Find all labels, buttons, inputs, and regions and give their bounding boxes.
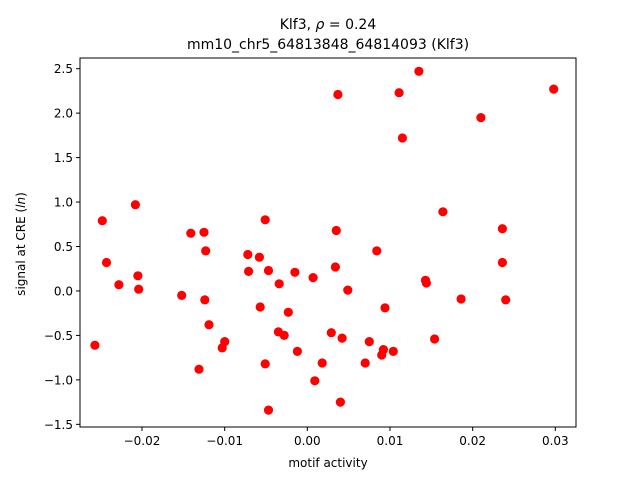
data-point [177,290,187,300]
data-point [501,295,511,305]
y-axis-ticks: −1.5 −1.0 −0.5 0.0 0.5 1.0 1.5 2.0 2.5 [44,62,80,432]
data-point [476,113,486,123]
data-point [497,257,507,268]
chart-title-line-1: Klf3, ρ = 0.24 [280,17,377,33]
data-point [279,330,289,340]
data-point [114,280,124,290]
data-point [456,294,466,304]
data-point [220,337,230,347]
data-point [430,334,440,344]
data-point [438,207,448,217]
data-point [90,340,100,350]
data-point [283,307,293,317]
y-tick-label: 0.0 [54,284,73,298]
data-point [244,266,254,276]
data-point [380,303,390,313]
data-point [134,284,144,294]
y-tick-label: −0.5 [44,329,73,343]
data-point [372,246,382,256]
y-tick-label: 0.5 [54,240,73,254]
data-point [292,346,302,356]
x-tick-label: 0.01 [377,434,404,448]
x-tick-label: 0.00 [294,434,321,448]
data-point [331,225,341,236]
data-point [497,224,507,234]
data-point [243,249,253,260]
title-rho: ρ [316,17,325,33]
data-point [263,405,274,415]
data-point [260,359,270,369]
x-tick-label: −0.02 [124,434,161,448]
y-axis-label-close: ) [14,192,28,197]
data-point [254,252,264,262]
data-point [263,265,274,276]
data-point [360,358,370,368]
data-point [200,295,210,305]
data-point [317,358,327,368]
data-point [201,246,211,256]
data-point [308,273,318,283]
y-axis-label-unit: ln [14,197,28,208]
data-points [90,66,559,415]
data-point [549,84,559,94]
title-value: = 0.24 [324,17,376,33]
data-point [199,227,209,237]
data-point [337,333,347,343]
data-point [364,337,374,347]
x-tick-label: 0.02 [459,434,486,448]
y-axis-label-main: signal at CRE ( [14,208,28,296]
y-tick-label: 1.5 [54,151,73,165]
data-point [101,257,112,268]
data-point [290,267,300,277]
x-tick-label: 0.03 [542,434,569,448]
data-point [421,278,431,288]
data-point [333,89,343,100]
axes-frame [79,57,577,428]
y-tick-label: 2.0 [54,107,73,121]
data-point [414,66,424,76]
data-point [388,346,398,356]
y-axis-label: signal at CRE (ln) [14,192,28,296]
data-point [97,216,107,226]
title-gene: Klf3, [280,17,316,33]
data-point [335,397,345,407]
data-point [133,271,143,281]
data-point [130,200,140,210]
data-point [378,345,388,355]
data-point [326,328,336,338]
x-tick-label: −0.01 [206,434,243,448]
x-axis-ticks: −0.02 −0.01 0.00 0.01 0.02 0.03 [124,427,569,448]
y-tick-label: 2.5 [54,62,73,76]
data-point [260,215,270,225]
data-point [394,88,404,98]
data-point [397,133,407,143]
data-point [310,376,320,386]
y-tick-label: −1.5 [44,418,73,432]
data-point [343,285,353,295]
y-tick-label: 1.0 [54,196,73,210]
chart-title-line-2: mm10_chr5_64813848_64814093 (Klf3) [187,37,469,53]
data-point [274,279,284,289]
x-axis-label: motif activity [288,456,367,470]
data-point [255,302,265,312]
data-point [330,262,340,272]
data-point [204,320,214,330]
y-tick-label: −1.0 [44,373,73,387]
data-point [186,228,196,238]
data-point [194,364,204,374]
